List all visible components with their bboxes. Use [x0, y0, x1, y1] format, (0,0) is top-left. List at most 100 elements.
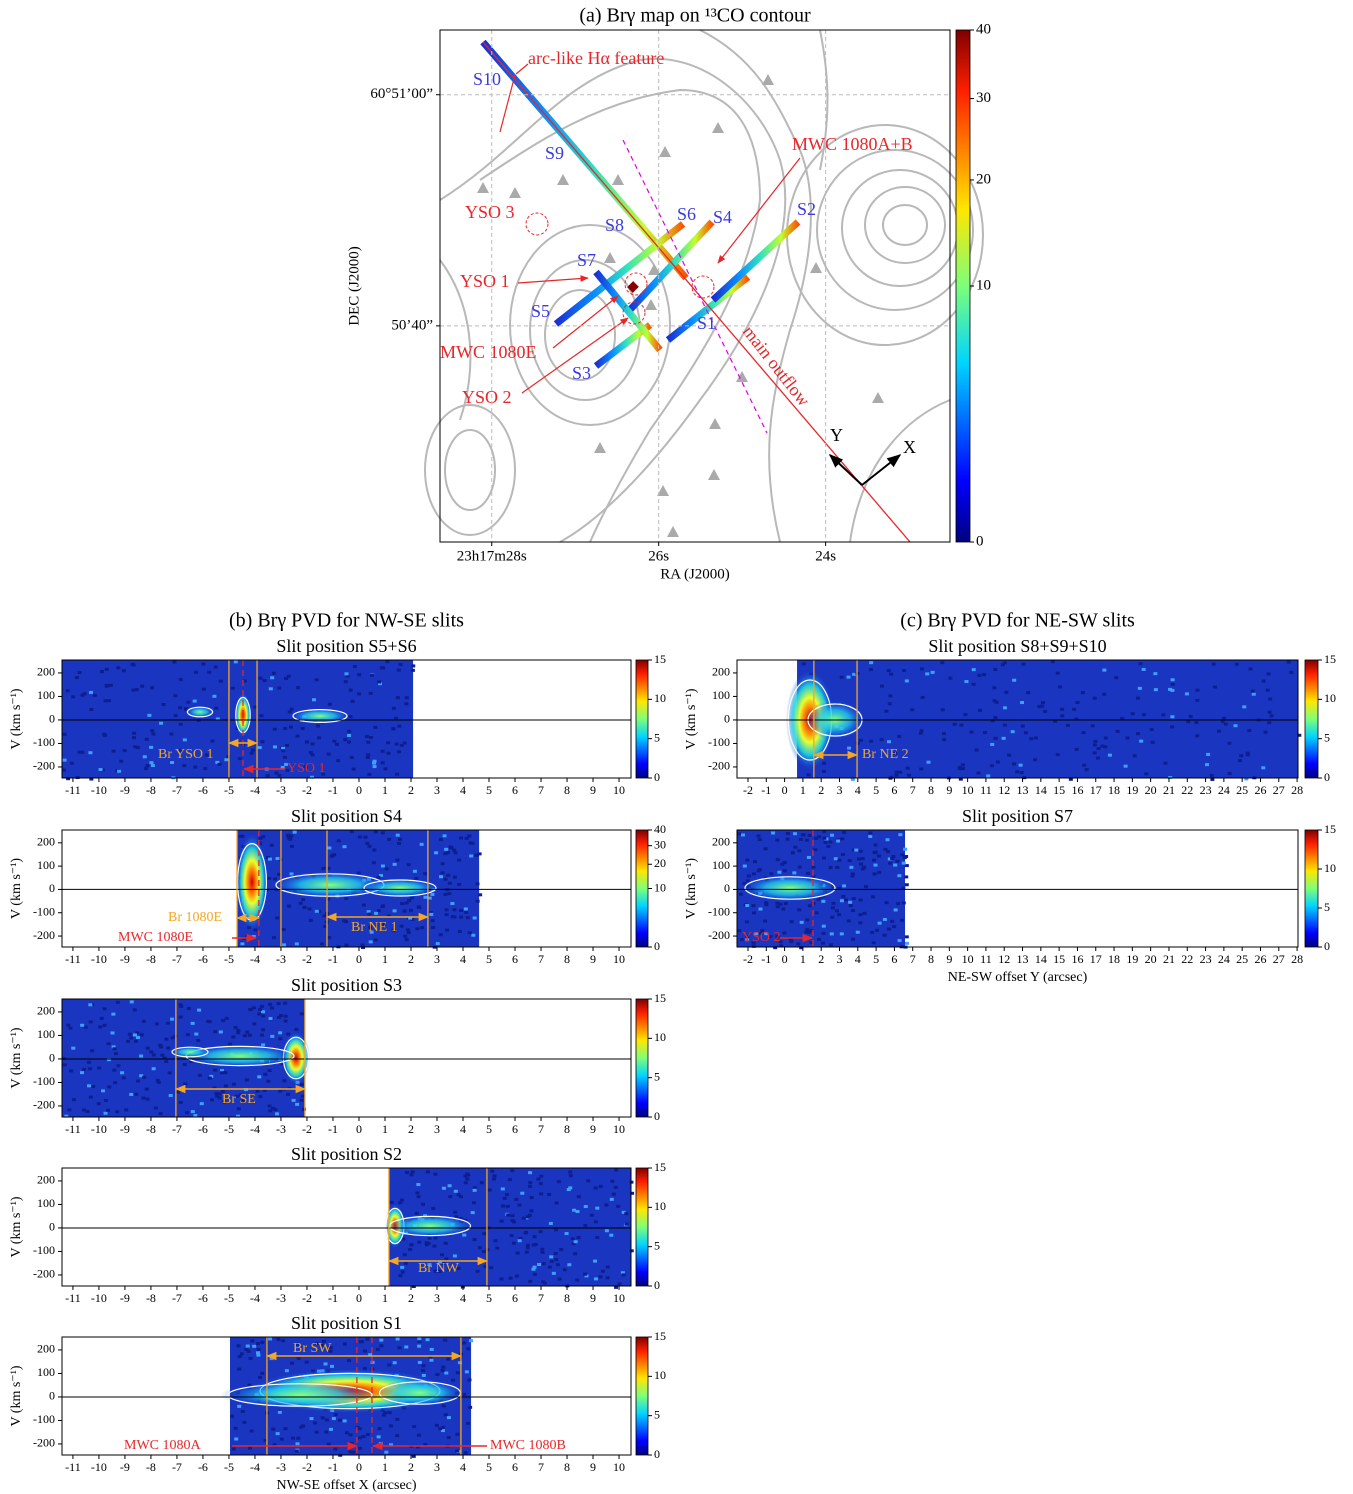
- noise: [194, 1032, 199, 1036]
- x-tick-label: 2: [408, 952, 414, 966]
- noise: [471, 1201, 476, 1205]
- noise: [411, 664, 416, 668]
- noise: [1267, 721, 1272, 725]
- noise: [380, 749, 385, 753]
- noise: [821, 924, 826, 928]
- colorbar-tick-label: 0: [654, 939, 660, 953]
- x-tick-label: 10: [613, 1291, 625, 1305]
- colorbar-tick-label: 15: [654, 1329, 666, 1343]
- annotation: S10: [473, 69, 501, 89]
- noise: [1220, 720, 1225, 724]
- x-tick-label: -1: [328, 783, 338, 797]
- colorbar-tick-label: 10: [654, 691, 666, 705]
- noise: [1137, 686, 1142, 690]
- noise: [440, 1429, 445, 1433]
- noise: [429, 912, 434, 916]
- noise: [411, 1454, 416, 1458]
- noise: [368, 940, 373, 944]
- noise: [584, 1274, 589, 1278]
- noise: [233, 1025, 238, 1029]
- noise: [66, 1023, 71, 1027]
- noise: [404, 938, 409, 942]
- noise: [141, 1019, 146, 1023]
- noise: [593, 1277, 598, 1281]
- noise: [150, 764, 155, 768]
- noise: [165, 1021, 170, 1025]
- noise: [873, 863, 878, 867]
- noise: [771, 831, 776, 835]
- noise: [112, 1068, 117, 1072]
- noise: [239, 1352, 244, 1356]
- noise: [331, 1417, 336, 1421]
- noise: [830, 906, 835, 910]
- noise: [514, 1274, 519, 1278]
- noise: [532, 1272, 537, 1276]
- noise: [135, 1079, 140, 1083]
- noise: [905, 766, 910, 770]
- noise: [1227, 771, 1232, 775]
- axes-frame: [736, 829, 1299, 948]
- x-tick-label: 1: [382, 1291, 388, 1305]
- noise: [404, 901, 409, 905]
- noise: [334, 742, 339, 746]
- noise: [1002, 706, 1007, 710]
- noise: [71, 1046, 76, 1050]
- noise: [960, 763, 965, 767]
- y-tick-label: 60°51’00”: [370, 86, 433, 102]
- noise: [1132, 754, 1137, 758]
- noise: [129, 1000, 134, 1004]
- noise: [751, 941, 756, 945]
- y-tick-label: -100: [33, 1243, 55, 1257]
- noise: [1033, 736, 1038, 740]
- noise: [151, 732, 156, 736]
- noise: [904, 864, 909, 868]
- noise: [145, 1046, 150, 1050]
- x-tick-label: 24s: [815, 548, 836, 564]
- noise: [71, 1098, 76, 1102]
- noise: [1093, 740, 1098, 744]
- noise: [458, 1195, 463, 1199]
- noise: [155, 1078, 160, 1082]
- noise: [332, 739, 337, 743]
- noise: [217, 1096, 222, 1100]
- emission: [180, 1044, 300, 1068]
- noise: [285, 833, 290, 837]
- noise: [737, 832, 742, 836]
- noise: [554, 1228, 559, 1232]
- noise: [346, 1359, 351, 1363]
- noise: [583, 1272, 588, 1276]
- noise: [329, 1427, 334, 1431]
- noise: [236, 1031, 241, 1035]
- colorbar-tick-label: 5: [1324, 730, 1330, 744]
- x-tick-label: 6: [512, 952, 518, 966]
- noise: [352, 665, 357, 669]
- noise: [207, 1020, 212, 1024]
- noise: [443, 1338, 448, 1342]
- noise: [112, 1047, 117, 1051]
- noise: [142, 1075, 147, 1079]
- noise: [797, 865, 802, 869]
- noise: [604, 1229, 609, 1233]
- star-marker: [762, 74, 774, 85]
- noise: [236, 1114, 241, 1118]
- noise: [327, 702, 332, 706]
- noise: [322, 914, 327, 918]
- noise: [797, 908, 802, 912]
- noise: [260, 1371, 265, 1375]
- noise: [529, 1196, 534, 1200]
- colorbar-tick-label: 10: [1324, 691, 1336, 705]
- noise: [83, 1025, 88, 1029]
- x-tick-label: 1: [382, 1122, 388, 1136]
- noise: [904, 854, 909, 858]
- noise: [397, 841, 402, 845]
- x-tick-label: 25: [1236, 783, 1248, 797]
- noise: [850, 909, 855, 913]
- annotation: S2: [797, 199, 816, 219]
- colorbar: [1304, 659, 1319, 779]
- noise: [178, 722, 183, 726]
- noise: [884, 901, 889, 905]
- colorbar-tick-label: 15: [654, 652, 666, 666]
- x-tick-label: 2: [818, 783, 824, 797]
- noise: [276, 1002, 281, 1006]
- noise: [532, 1265, 537, 1269]
